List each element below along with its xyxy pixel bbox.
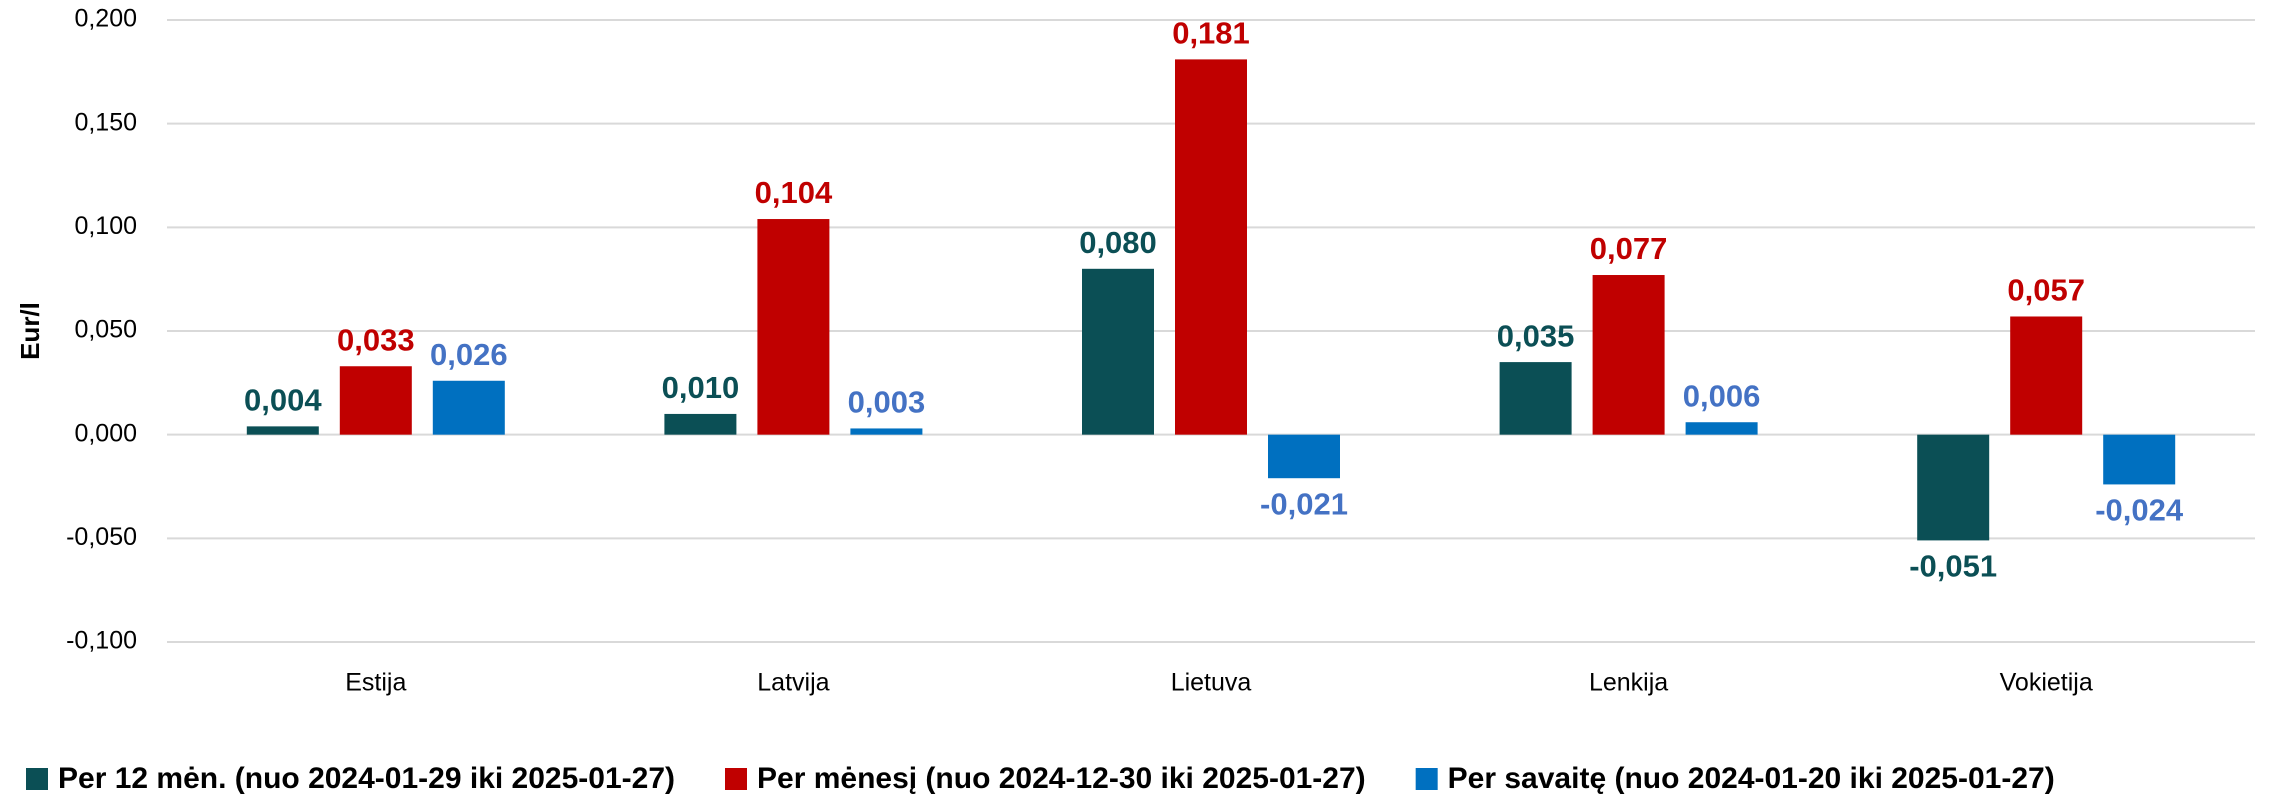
- x-tick-label: Estija: [345, 669, 406, 697]
- legend-swatch: [1415, 768, 1438, 790]
- bar: [1592, 275, 1665, 435]
- bar: [246, 426, 319, 435]
- y-tick-label: 0,050: [74, 316, 137, 344]
- bar: [2010, 316, 2083, 435]
- bar: [2103, 434, 2176, 485]
- value-label: 0,104: [755, 175, 833, 210]
- x-tick-label: Lenkija: [1589, 669, 1668, 697]
- legend-swatch: [26, 768, 48, 790]
- bar: [1175, 59, 1247, 435]
- bar: [1268, 434, 1340, 479]
- value-label: 0,181: [1172, 16, 1250, 51]
- x-tick-label: Latvija: [757, 669, 829, 697]
- x-tick-label: Vokietija: [2000, 669, 2093, 697]
- legend-label: Per 12 mėn. (nuo 2024-01-29 iki 2025-01-…: [58, 762, 675, 795]
- y-tick-label: 0,000: [74, 419, 137, 447]
- bar: [850, 428, 923, 435]
- legend-swatch: [725, 768, 747, 790]
- value-label: 0,010: [662, 370, 740, 405]
- x-tick-label: Lietuva: [1171, 669, 1252, 697]
- bar: [1685, 422, 1758, 435]
- legend-label: Per savaitę (nuo 2024-01-20 iki 2025-01-…: [1448, 762, 2055, 795]
- y-tick-label: -0,100: [66, 627, 137, 655]
- legend-label: Per mėnesį (nuo 2024-12-30 iki 2025-01-2…: [757, 762, 1366, 795]
- value-label: -0,024: [2095, 493, 2184, 528]
- bar: [664, 413, 737, 435]
- value-label: 0,004: [244, 383, 322, 418]
- value-label: 0,033: [337, 322, 415, 357]
- bar: [1917, 434, 1990, 541]
- value-label: 0,080: [1079, 225, 1157, 260]
- value-label: 0,077: [1590, 231, 1668, 266]
- value-label: 0,026: [430, 337, 508, 372]
- y-tick-label: 0,100: [74, 212, 137, 240]
- bar: [757, 219, 830, 435]
- y-tick-label: -0,050: [66, 523, 137, 551]
- bar: [1499, 362, 1572, 435]
- value-label: -0,051: [1909, 549, 1997, 584]
- bar: [339, 366, 412, 435]
- value-label: 0,006: [1683, 378, 1761, 413]
- y-axis-label: Eur/l: [15, 302, 45, 360]
- value-label: 0,057: [2007, 273, 2085, 308]
- value-label: 0,003: [848, 385, 926, 420]
- bar: [1082, 268, 1154, 435]
- value-label: -0,021: [1260, 486, 1348, 521]
- y-tick-label: 0,200: [74, 5, 137, 33]
- value-label: 0,035: [1497, 318, 1575, 353]
- bar: [432, 380, 505, 435]
- y-tick-label: 0,150: [74, 108, 137, 136]
